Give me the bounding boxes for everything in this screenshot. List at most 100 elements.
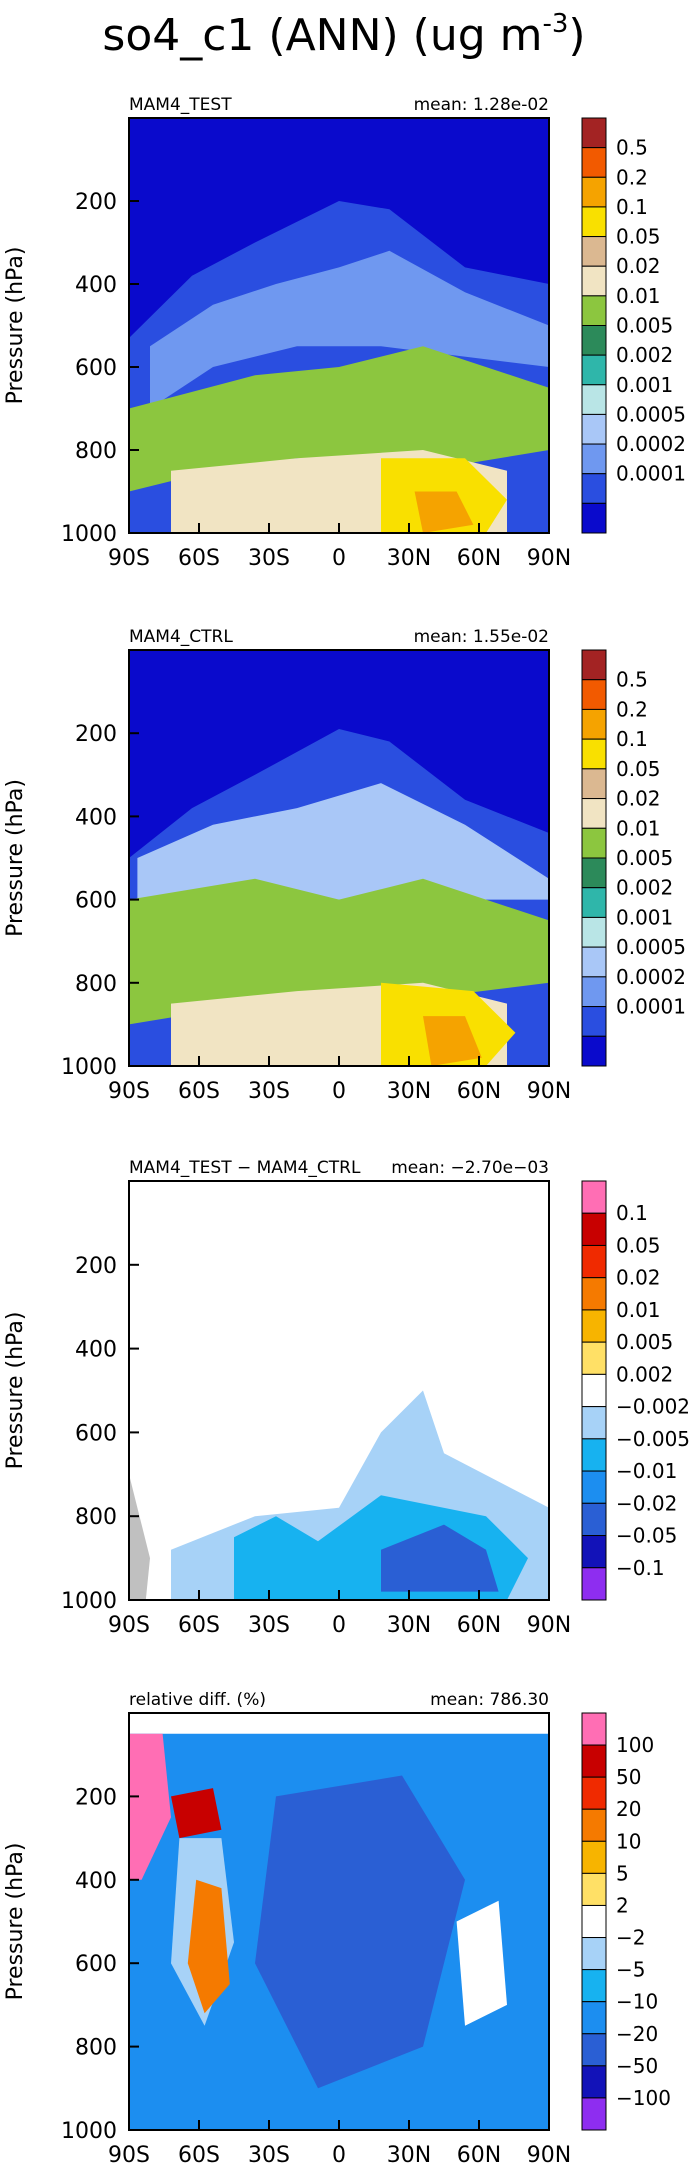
colorbar-swatch xyxy=(581,265,607,297)
y-tick-label: 1000 xyxy=(61,522,117,547)
y-tick-label: 400 xyxy=(75,1869,117,1894)
colorbar-swatch xyxy=(581,857,607,889)
y-axis-label: Pressure (hPa) xyxy=(3,1843,28,2001)
colorbar-label: 0.005 xyxy=(616,846,673,870)
colorbar-label: −0.002 xyxy=(616,1395,689,1419)
x-tick-label: 30S xyxy=(248,1613,290,1638)
colorbar-swatch xyxy=(581,413,607,445)
colorbar-label: 100 xyxy=(616,1733,654,1757)
colorbar-swatch xyxy=(581,1212,607,1246)
contour-region xyxy=(137,783,549,900)
colorbar-swatch xyxy=(581,1406,607,1440)
x-tick-label: 90N xyxy=(527,1079,571,1104)
x-tick-label: 30N xyxy=(387,2143,431,2168)
x-tick-label: 60N xyxy=(457,1079,501,1104)
colorbar-swatch xyxy=(581,827,607,859)
colorbar-label: 50 xyxy=(616,1765,641,1789)
x-tick-label: 90S xyxy=(108,1613,150,1638)
colorbar-label: −50 xyxy=(616,2054,658,2078)
colorbar-swatch xyxy=(581,206,607,238)
title-text: so4_c1 (ANN) (ug m xyxy=(102,10,542,61)
colorbar-label: 0.001 xyxy=(616,905,673,929)
y-tick-label: 400 xyxy=(75,273,117,298)
x-tick-label: 90N xyxy=(527,2143,571,2168)
y-tick-label: 800 xyxy=(75,439,117,464)
x-tick-label: 30S xyxy=(248,1079,290,1104)
colorbar-swatch xyxy=(581,1808,607,1842)
colorbar-label: −0.005 xyxy=(616,1427,689,1451)
colorbar-label: 0.05 xyxy=(616,757,661,781)
colorbar-label: 0.5 xyxy=(616,136,648,160)
x-tick-label: 30N xyxy=(387,546,431,571)
colorbar-swatch xyxy=(581,1535,607,1569)
colorbar-swatch xyxy=(581,1969,607,2003)
title-units-superscript: -3 xyxy=(542,9,568,39)
contour-region xyxy=(129,650,549,858)
colorbar-label: 0.2 xyxy=(616,697,648,721)
panel-test: MAM4_TEST mean: 1.28e-02 90S 60S 30S 0 30N 60N 9… xyxy=(3,95,686,571)
colorbar-swatch xyxy=(581,117,607,149)
colorbar-swatch xyxy=(581,2097,607,2131)
x-tick-label: 0 xyxy=(332,1079,346,1104)
colorbar-swatch xyxy=(581,1904,607,1939)
colorbar-swatch xyxy=(581,1776,607,1810)
colorbar-label: −0.01 xyxy=(616,1459,677,1483)
panel-mean-label: mean: −2.70e−03 xyxy=(391,1158,549,1178)
colorbar-swatch xyxy=(581,768,607,800)
panel-left-label: MAM4_TEST − MAM4_CTRL xyxy=(129,1158,361,1178)
x-tick-label: 30S xyxy=(248,546,290,571)
colorbar-swatch xyxy=(581,1244,607,1279)
panel-diff: MAM4_TEST − MAM4_CTRL mean: −2.70e−03 90S 6… xyxy=(3,1158,689,1638)
panel-left-label: MAM4_TEST xyxy=(129,95,232,115)
y-axis-label: Pressure (hPa) xyxy=(3,247,28,405)
colorbar-swatch xyxy=(581,1309,607,1343)
y-tick-label: 800 xyxy=(75,972,117,997)
x-tick-label: 60S xyxy=(178,2143,220,2168)
panel-mean-label: mean: 786.30 xyxy=(430,1690,549,1710)
x-tick-label: 0 xyxy=(332,2143,346,2168)
colorbar-label: 0.02 xyxy=(616,1266,661,1290)
colorbar-swatch xyxy=(581,2065,607,2099)
colorbar-label: −100 xyxy=(616,2086,671,2110)
colorbar-label: 0.2 xyxy=(616,165,648,189)
colorbar-swatch xyxy=(581,798,607,829)
colorbar-label: 2 xyxy=(616,1893,629,1917)
colorbar-label: 5 xyxy=(616,1861,629,1885)
colorbar-swatch xyxy=(581,1035,607,1067)
colorbar-label: −0.05 xyxy=(616,1524,677,1548)
colorbar-swatch xyxy=(581,887,607,918)
contour-region xyxy=(129,118,549,338)
colorbar-label: 0.01 xyxy=(616,816,661,840)
figure-title: so4_c1 (ANN) (ug m-3) xyxy=(102,9,585,61)
colorbar-swatch xyxy=(581,738,607,770)
colorbar-swatch xyxy=(581,147,607,178)
colorbar-swatch xyxy=(581,354,607,386)
colorbar-label: 0.1 xyxy=(616,727,648,751)
contour-region xyxy=(456,1900,507,2026)
colorbar-swatch xyxy=(581,2033,607,2067)
colorbar-label: 0.002 xyxy=(616,876,673,900)
x-tick-label: 30N xyxy=(387,1079,431,1104)
colorbar-swatch xyxy=(581,1438,607,1472)
x-tick-label: 30N xyxy=(387,1613,431,1638)
colorbar-swatch xyxy=(581,1006,607,1037)
panel-ctrl: MAM4_CTRL mean: 1.55e-02 90S 60S 30S 0 30N 60N 9… xyxy=(3,627,686,1104)
colorbar-label: 0.1 xyxy=(616,195,648,219)
colorbar-swatch xyxy=(581,1712,607,1746)
colorbar-swatch xyxy=(581,325,607,356)
panel-mean-label: mean: 1.55e-02 xyxy=(414,627,549,647)
colorbar-swatch xyxy=(581,649,607,681)
svg-text:so4_c1 (ANN) (ug m-3): so4_c1 (ANN) (ug m-3) xyxy=(102,9,585,61)
colorbar-swatch xyxy=(581,1341,607,1375)
colorbar-swatch xyxy=(581,1840,607,1874)
colorbar-label: 0.05 xyxy=(616,225,661,249)
colorbar-label: 0.02 xyxy=(616,787,661,811)
colorbar-swatch xyxy=(581,1744,607,1778)
colorbar-swatch xyxy=(581,708,607,740)
x-tick-label: 60S xyxy=(178,1079,220,1104)
y-tick-label: 400 xyxy=(75,805,117,830)
y-tick-label: 1000 xyxy=(61,1589,117,1614)
contour-region xyxy=(129,1474,150,1600)
y-tick-label: 200 xyxy=(75,722,117,747)
colorbar-swatch xyxy=(581,1470,607,1504)
